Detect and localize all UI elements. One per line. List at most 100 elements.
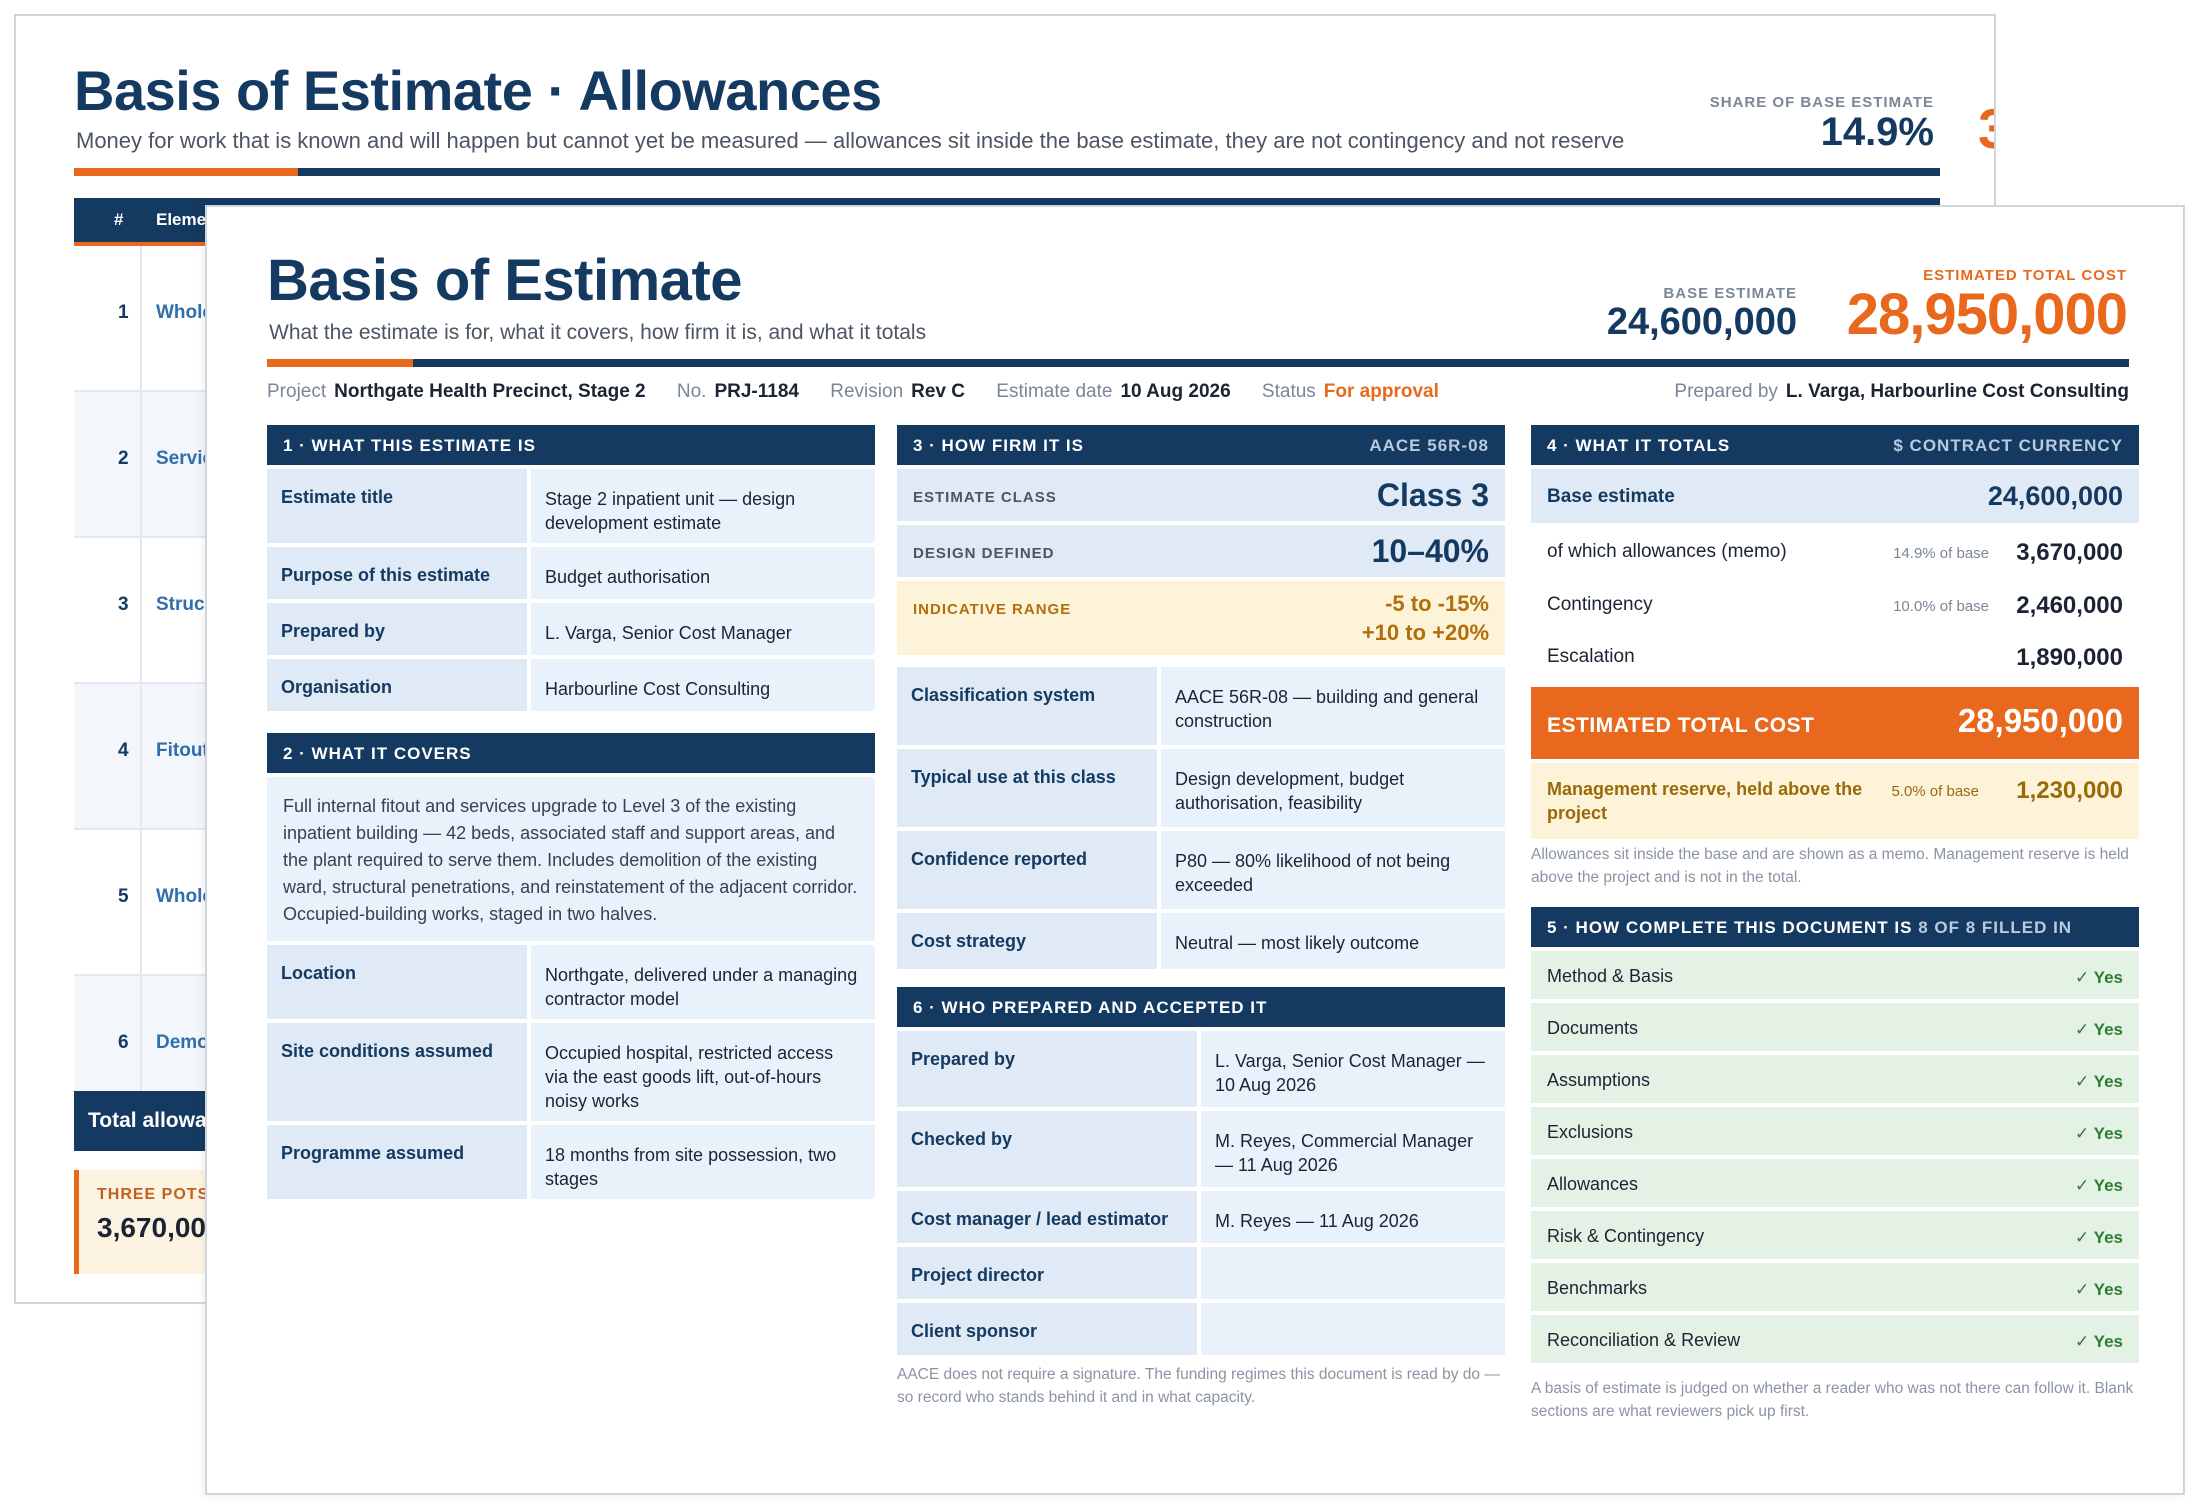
prepared-by-value: L. Varga, Harbourline Cost Consulting <box>1785 381 2129 402</box>
row-element-link[interactable]: Whole <box>156 886 213 907</box>
management-reserve-row: Management reserve, held above the proje… <box>1531 763 2139 839</box>
clipped-figure: 3 <box>1978 96 1994 161</box>
total-row-value: 24,600,000 <box>1987 481 2123 511</box>
row-number: 6 <box>118 1032 129 1053</box>
checklist-item: Reconciliation & Review ✓ Yes <box>1531 1315 2139 1363</box>
row-element-link[interactable]: Demo <box>156 1032 209 1053</box>
check-icon: ✓ Yes <box>2075 1124 2123 1143</box>
design-defined-row: DESIGN DEFINED 10–40% <box>897 525 1505 577</box>
field-value: M. Reyes, Commercial Manager — 11 Aug 20… <box>1215 1131 1474 1175</box>
design-defined-label: DESIGN DEFINED <box>913 545 1055 562</box>
completeness-note: A basis of estimate is judged on whether… <box>1531 1380 2134 1420</box>
project-value: Northgate Health Precinct, Stage 2 <box>334 381 646 402</box>
field-value: L. Varga, Senior Cost Manager <box>545 623 792 643</box>
field-label: Organisation <box>281 677 393 697</box>
number-label: No. <box>676 381 707 402</box>
section-2-header: 2 · WHAT IT COVERS <box>267 733 875 773</box>
check-icon: ✓ Yes <box>2075 1072 2123 1091</box>
table-row: Classification system AACE 56R-08 — build… <box>897 667 1505 745</box>
table-row: Programme assumed 18 months from site pos… <box>267 1125 875 1199</box>
section-3-title: 3 · HOW FIRM IT IS <box>913 436 1084 455</box>
revision-label: Revision <box>830 381 904 402</box>
row-element-link[interactable]: Whole <box>156 302 213 323</box>
field-label: Programme assumed <box>281 1143 465 1163</box>
checklist-label: Assumptions <box>1547 1070 1651 1090</box>
page-subtitle: What the estimate is for, what it covers… <box>269 321 927 344</box>
three-pots-value: 3,670,00 <box>97 1212 206 1243</box>
field-value: M. Reyes — 11 Aug 2026 <box>1215 1211 1419 1231</box>
title-rule <box>267 359 2129 367</box>
three-pots-label: THREE POTS <box>97 1186 210 1203</box>
section-5-title-group: 5 · HOW COMPLETE THIS DOCUMENT IS 8 OF 8… <box>1547 918 2072 938</box>
checklist-label: Allowances <box>1547 1174 1639 1194</box>
field-value: Budget authorisation <box>545 567 711 587</box>
check-icon: ✓ Yes <box>2075 1280 2123 1299</box>
checklist-item: Risk & Contingency ✓ Yes <box>1531 1211 2139 1259</box>
status-badge: For approval <box>1323 381 1439 402</box>
completeness-count: 8 OF 8 FILLED IN <box>1918 918 2073 937</box>
field-value: L. Varga, Senior Cost Manager — 10 Aug 2… <box>1215 1051 1485 1095</box>
table-row: Prepared by L. Varga, Senior Cost Manager… <box>897 1031 1505 1107</box>
row-element-link[interactable]: Struc <box>156 594 205 615</box>
table-row: Project director <box>897 1247 1505 1299</box>
check-icon: ✓ Yes <box>2075 1020 2123 1039</box>
row-element-link[interactable]: Servic <box>156 448 214 469</box>
section-5-header: 5 · HOW COMPLETE THIS DOCUMENT IS 8 OF 8… <box>1531 907 2139 947</box>
table-row: Typical use at this class Design developm… <box>897 749 1505 827</box>
total-row-value: 2,460,000 <box>2016 592 2123 619</box>
escalation-row: Escalation 1,890,000 <box>1531 631 2139 683</box>
total-row-label: Contingency <box>1547 594 1653 615</box>
project-label: Project <box>267 381 327 402</box>
checklist-label: Risk & Contingency <box>1547 1226 1705 1246</box>
checklist-label: Exclusions <box>1547 1122 1634 1142</box>
field-value: Neutral — most likely outcome <box>1175 933 1420 953</box>
checklist-label: Benchmarks <box>1547 1278 1648 1298</box>
field-label: Confidence reported <box>911 849 1088 869</box>
row-number: 2 <box>118 448 129 469</box>
contingency-row: Contingency 10.0% of base 2,460,000 <box>1531 579 2139 631</box>
scope-description: Full internal fitout and services upgrad… <box>267 777 875 941</box>
field-value: Design development, budget authorisation… <box>1175 769 1405 813</box>
section-4-title: 4 · WHAT IT TOTALS <box>1547 436 1731 455</box>
check-icon: ✓ Yes <box>2075 968 2123 987</box>
field-label: Prepared by <box>281 621 386 641</box>
total-row-value: 3,670,000 <box>2016 539 2123 566</box>
field-label: Classification system <box>911 685 1096 705</box>
basis-of-estimate-sheet: Basis of Estimate What the estimate is f… <box>205 205 2185 1495</box>
checklist-item: Assumptions ✓ Yes <box>1531 1055 2139 1103</box>
indicative-range-value: -5 to -15% +10 to +20% <box>1362 589 1489 647</box>
section-2-title: 2 · WHAT IT COVERS <box>283 744 472 763</box>
checklist-label: Method & Basis <box>1547 966 1674 986</box>
total-row-value: 1,230,000 <box>2016 777 2123 804</box>
range-low: -5 to -15% <box>1385 591 1489 616</box>
row-element-link[interactable]: Fitout <box>156 740 209 761</box>
design-defined-value: 10–40% <box>1371 533 1489 569</box>
back-sheet-title: Basis of Estimate · Allowances <box>74 59 882 122</box>
section-6-header: 6 · WHO PREPARED AND ACCEPTED IT <box>897 987 1505 1027</box>
total-label: Total allowa <box>88 1109 207 1132</box>
col-num-header: # <box>114 210 124 229</box>
field-label: Purpose of this estimate <box>281 565 491 585</box>
section-3-header: 3 · HOW FIRM IT IS AACE 56R-08 <box>897 425 1505 465</box>
table-row: Purpose of this estimate Budget authorisa… <box>267 547 875 599</box>
checklist-item: Documents ✓ Yes <box>1531 1003 2139 1051</box>
total-row-value: 1,890,000 <box>2016 644 2123 671</box>
back-rule-accent <box>74 168 298 176</box>
total-row-value: 28,950,000 <box>1957 702 2123 739</box>
totals-note: Allowances sit inside the base and are s… <box>1531 846 2129 886</box>
checklist-item: Benchmarks ✓ Yes <box>1531 1263 2139 1311</box>
prepared-by-label: Prepared by <box>1674 381 1778 402</box>
currency-tag: $ CONTRACT CURRENCY <box>1893 436 2123 455</box>
range-high: +10 to +20% <box>1361 620 1489 645</box>
row-number: 4 <box>118 740 129 761</box>
checklist-item: Allowances ✓ Yes <box>1531 1159 2139 1207</box>
field-value: 18 months from site possession, two stag… <box>545 1145 837 1189</box>
back-title-rule <box>74 168 1940 176</box>
field-label: Location <box>281 963 356 983</box>
field-value: Stage 2 inpatient unit — design developm… <box>545 489 796 533</box>
section-5-title: 5 · HOW COMPLETE THIS DOCUMENT IS <box>1547 918 1913 937</box>
total-row-label: Management reserve, held above the proje… <box>1547 779 1863 823</box>
row-number: 5 <box>118 886 129 907</box>
field-label: Checked by <box>911 1129 1013 1149</box>
table-row: Cost strategy Neutral — most likely outco… <box>897 913 1505 969</box>
